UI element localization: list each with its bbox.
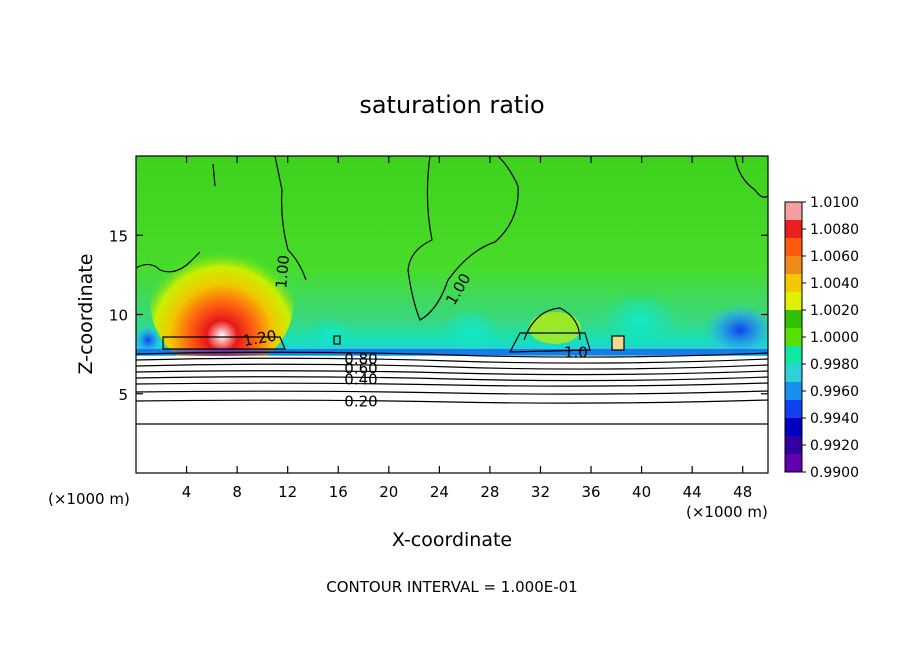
- contour-label: 1.0: [564, 344, 588, 362]
- colorbar-tick-label: 1.0020: [810, 303, 859, 319]
- cold-region-right: [704, 304, 768, 356]
- colorbar-tick-label: 1.0040: [810, 276, 859, 292]
- x-tick-label: 12: [278, 483, 297, 501]
- colorbar-segment: [785, 454, 802, 473]
- x-unit-label-right: (×1000 m): [686, 503, 768, 521]
- contour-label: 0.20: [344, 393, 377, 411]
- colorbar-tick-label: 1.0060: [810, 249, 859, 265]
- warm-cell-right: [529, 312, 581, 344]
- contour-interval-footer: CONTOUR INTERVAL = 1.000E-01: [326, 578, 577, 596]
- colorbar-segment: [785, 202, 802, 221]
- x-unit-label-left: (×1000 m): [48, 490, 130, 508]
- contour-label: 1.00: [272, 254, 293, 289]
- colorbar-segment: [785, 256, 802, 275]
- colorbar-segment: [785, 346, 802, 365]
- y-tick-label: 15: [109, 227, 128, 245]
- colorbar-tick-label: 0.9980: [810, 357, 859, 373]
- y-axis-label: Z-coordinate: [75, 254, 97, 375]
- colorbar-segment: [785, 382, 802, 401]
- contour-label: 1.20: [242, 327, 278, 351]
- colorbar-tick-label: 1.0080: [810, 222, 859, 238]
- colorbar-segment: [785, 292, 802, 311]
- heatmap-field: 1.00 1.001.201.00.800.600.400.20: [136, 156, 768, 473]
- colorbar-segment: [785, 274, 802, 293]
- colorbar-tick-label: 0.9920: [810, 438, 859, 454]
- chart-title: saturation ratio: [359, 91, 544, 119]
- x-tick-label: 36: [581, 483, 600, 501]
- colorbar-segment: [785, 238, 802, 257]
- x-tick-label: 4: [182, 483, 192, 501]
- x-tick-label: 32: [531, 483, 550, 501]
- x-tick-label: 24: [430, 483, 449, 501]
- y-tick-label: 5: [118, 386, 128, 404]
- contour-label: 0.80: [344, 350, 377, 368]
- x-tick-label: 16: [329, 483, 348, 501]
- contour-label: 0.40: [344, 370, 377, 388]
- x-tick-label: 20: [379, 483, 398, 501]
- x-tick-label: 8: [232, 483, 242, 501]
- contour-label: 0.60: [344, 359, 377, 377]
- x-tick-label: 28: [480, 483, 499, 501]
- colorbar-tick-label: 0.9960: [810, 384, 859, 400]
- colorbar-segment: [785, 364, 802, 383]
- colorbar-segment: [785, 400, 802, 419]
- x-tick-label: 48: [733, 483, 752, 501]
- hot-plume-left: [150, 228, 294, 372]
- colorbar-segment: [785, 436, 802, 455]
- x-tick-label: 44: [683, 483, 702, 501]
- colorbar-tick-label: 1.0100: [810, 195, 859, 211]
- colorbar-segment: [785, 328, 802, 347]
- colorbar-tick-label: 0.9900: [810, 465, 859, 481]
- colorbar-segment: [785, 310, 802, 329]
- contour-lines: [136, 156, 768, 425]
- x-axis-label: X-coordinate: [392, 529, 512, 551]
- colorbar-segment: [785, 220, 802, 239]
- colorbar-tick-label: 1.0000: [810, 330, 859, 346]
- x-tick-label: 40: [632, 483, 651, 501]
- y-tick-label: 10: [109, 307, 128, 325]
- colorbar-tick-label: 0.9940: [810, 411, 859, 427]
- colorbar-segment: [785, 418, 802, 437]
